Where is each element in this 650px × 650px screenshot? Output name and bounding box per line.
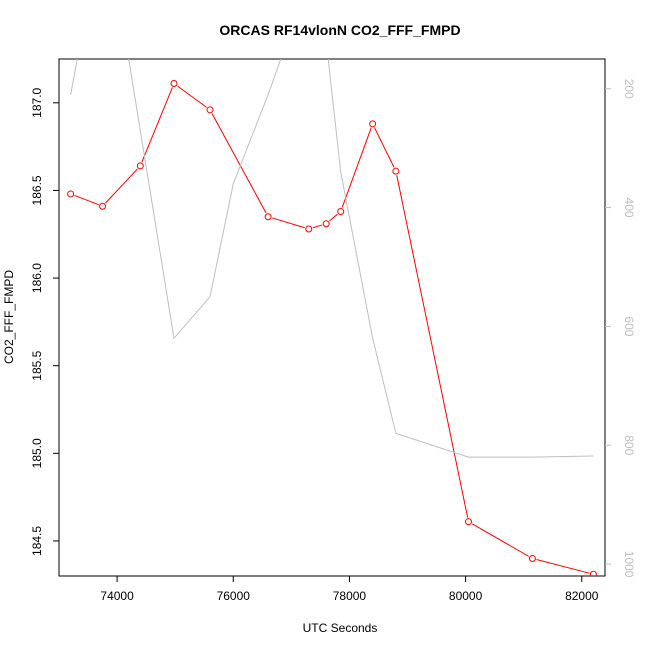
series-0-point	[305, 225, 313, 233]
y-axis-label: CO2_FFF_FMPD	[2, 270, 16, 364]
series-0-segment	[536, 559, 590, 574]
series-layer	[67, 59, 597, 576]
series-0-point	[369, 120, 377, 128]
x-tick-label: 76000	[217, 589, 251, 603]
series-0-point	[337, 207, 345, 215]
y2-tick-label: 200	[622, 79, 636, 99]
x-axis-label: UTC Seconds	[303, 621, 378, 635]
series-0-point	[99, 202, 107, 210]
x-tick-label: 78000	[333, 589, 367, 603]
y-tick-label: 185.5	[30, 350, 44, 380]
x-tick-label: 74000	[100, 589, 134, 603]
series-0-point	[67, 190, 75, 198]
series-0-point	[206, 106, 214, 114]
series-0-segment	[211, 113, 267, 214]
series-0-point	[264, 213, 272, 221]
chart-title: ORCAS RF14vlonN CO2_FFF_FMPD	[219, 22, 460, 38]
x-tick-label: 82000	[565, 589, 599, 603]
series-0-segment	[396, 175, 469, 518]
y-tick-label: 187.0	[30, 87, 44, 117]
series-0-segment	[141, 87, 173, 163]
series-0-segment	[341, 127, 372, 208]
y-axis: 184.5 185.0 185.5 186.0 186.5 187.0	[30, 87, 59, 556]
y2-tick-label: 1000	[622, 551, 636, 578]
series-0-point	[322, 220, 330, 228]
series-0-point	[465, 518, 472, 526]
series-0-point	[136, 162, 144, 170]
plot-frame	[58, 58, 606, 577]
y-tick-label: 185.0	[30, 438, 44, 468]
series-0-point	[392, 167, 400, 175]
series-0-segment	[329, 213, 338, 222]
y-tick-label: 186.5	[30, 175, 44, 205]
series-0-segment	[271, 217, 305, 229]
y2-tick-label: 600	[622, 316, 636, 336]
y2-tick-label: 800	[622, 435, 636, 455]
y2-tick-label: 400	[622, 198, 636, 218]
y-tick-label: 184.5	[30, 526, 44, 556]
series-1-line	[70, 59, 594, 458]
series-0-segment	[374, 127, 395, 168]
y2-axis: 200 400 600 800 1000	[605, 79, 636, 578]
series-0-segment	[105, 168, 138, 204]
series-0-segment	[74, 194, 99, 206]
y-tick-label: 186.0	[30, 263, 44, 293]
series-0-point	[528, 554, 536, 562]
x-axis: 74000 76000 78000 80000 82000	[100, 576, 599, 603]
series-0-segment	[312, 224, 323, 229]
series-0-point	[589, 570, 597, 576]
x-tick-label: 80000	[449, 589, 483, 603]
series-0-point	[170, 80, 178, 88]
series-0-segment	[177, 85, 207, 108]
series-0-segment	[471, 523, 530, 557]
